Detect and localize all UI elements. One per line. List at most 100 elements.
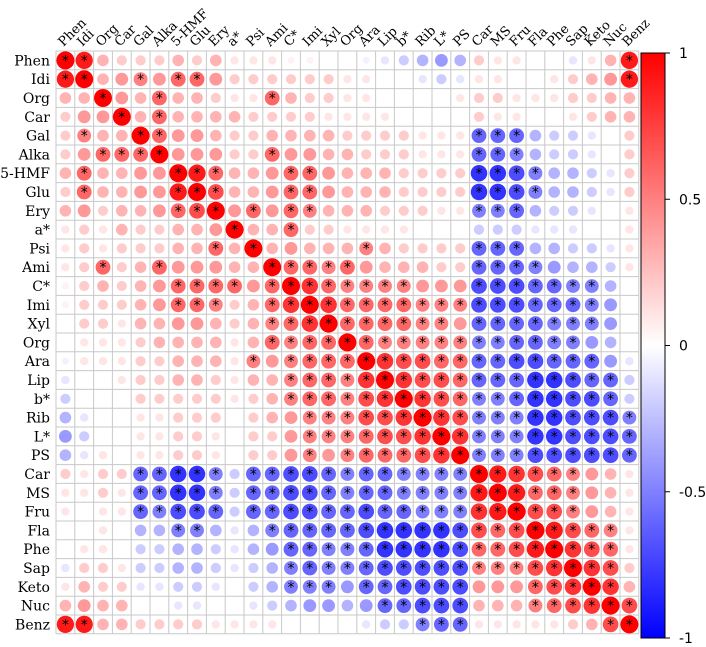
significance-marker: * (250, 241, 257, 257)
significance-marker: * (551, 448, 558, 464)
significance-marker: * (250, 204, 257, 220)
significance-marker: * (363, 448, 370, 464)
significance-marker: * (513, 335, 520, 351)
heatmap-cell (119, 434, 124, 439)
significance-marker: * (325, 467, 332, 483)
heatmap-cell (59, 449, 72, 462)
heatmap-cell (152, 166, 166, 180)
significance-marker: * (476, 523, 483, 539)
heatmap-cell (471, 259, 487, 275)
heatmap-cell (302, 579, 317, 594)
significance-marker: * (607, 599, 614, 615)
heatmap-cell (247, 317, 260, 330)
significance-marker: * (400, 505, 407, 521)
heatmap-cell (472, 335, 486, 350)
significance-marker: * (476, 448, 483, 464)
heatmap-cell (434, 504, 449, 519)
heatmap-cell (377, 447, 393, 463)
heatmap-cell (283, 522, 299, 538)
heatmap-cell (284, 429, 298, 443)
heatmap-cell (80, 413, 89, 422)
heatmap-cell (401, 96, 406, 100)
significance-marker: * (607, 411, 614, 427)
heatmap-cell (302, 410, 317, 425)
heatmap-cell (508, 465, 525, 483)
heatmap-cell (341, 148, 354, 161)
significance-marker: * (476, 373, 483, 389)
significance-marker: * (382, 373, 389, 389)
significance-marker: * (306, 373, 313, 389)
heatmap-cell (321, 372, 337, 388)
heatmap-cell (307, 622, 312, 627)
heatmap-cell (414, 578, 431, 595)
heatmap-cell (565, 390, 581, 407)
heatmap-cell (456, 131, 465, 140)
heatmap-cell (289, 622, 293, 627)
heatmap-cell (209, 336, 222, 349)
heatmap-cell (533, 58, 538, 63)
significance-marker: * (570, 542, 577, 558)
heatmap-cell (545, 540, 564, 559)
significance-marker: * (306, 279, 313, 295)
heatmap-cell (284, 241, 298, 255)
heatmap-cell (377, 560, 393, 576)
heatmap-cell (398, 55, 409, 66)
significance-marker: * (363, 523, 370, 539)
heatmap-cell (208, 485, 223, 500)
heatmap-cell (436, 262, 447, 273)
heatmap-cell (395, 371, 413, 389)
significance-marker: * (494, 279, 501, 295)
heatmap-cell (188, 484, 206, 502)
significance-marker: * (306, 429, 313, 445)
significance-marker: * (288, 580, 295, 596)
significance-marker: * (551, 523, 558, 539)
significance-marker: * (156, 260, 163, 276)
heatmap-cell (80, 469, 89, 479)
significance-marker: * (419, 335, 426, 351)
heatmap-cell (358, 409, 375, 426)
heatmap-cell (61, 282, 69, 290)
significance-marker: * (363, 486, 370, 502)
significance-marker: * (513, 317, 520, 333)
heatmap-cell (117, 357, 126, 366)
heatmap-cell (303, 242, 316, 255)
heatmap-cell (627, 321, 632, 326)
significance-marker: * (194, 467, 201, 483)
heatmap-cell (493, 112, 502, 121)
heatmap-cell (379, 186, 391, 198)
heatmap-cell (493, 56, 502, 65)
heatmap-cell (173, 412, 184, 423)
significance-marker: * (513, 523, 520, 539)
heatmap-cell (232, 434, 237, 439)
significance-marker: * (81, 129, 88, 145)
heatmap-cell (79, 280, 90, 292)
significance-marker: * (306, 448, 313, 464)
significance-marker: * (551, 561, 558, 577)
significance-marker: * (532, 354, 539, 370)
heatmap-cell (248, 431, 259, 442)
heatmap-cell (97, 73, 109, 86)
heatmap-cell (115, 186, 128, 198)
heatmap-cell (117, 338, 126, 347)
heatmap-cell (134, 166, 148, 180)
significance-marker: * (269, 279, 276, 295)
significance-marker: * (175, 486, 182, 502)
heatmap-cell (568, 112, 578, 121)
heatmap-cell (396, 316, 412, 332)
heatmap-cell (358, 560, 374, 576)
significance-marker: * (607, 617, 614, 633)
heatmap-cell (394, 389, 413, 408)
heatmap-cell (247, 261, 260, 274)
heatmap-cell (119, 453, 124, 458)
heatmap-cell (133, 146, 149, 162)
heatmap-cell (624, 393, 635, 404)
significance-marker: * (156, 110, 163, 126)
significance-marker: * (400, 561, 407, 577)
heatmap-cell (527, 466, 544, 482)
heatmap-cell (414, 540, 431, 558)
heatmap-cell (548, 242, 561, 255)
heatmap-cell (547, 260, 561, 274)
heatmap-cell (565, 597, 581, 614)
significance-marker: * (81, 617, 88, 633)
heatmap-cell (285, 599, 297, 612)
